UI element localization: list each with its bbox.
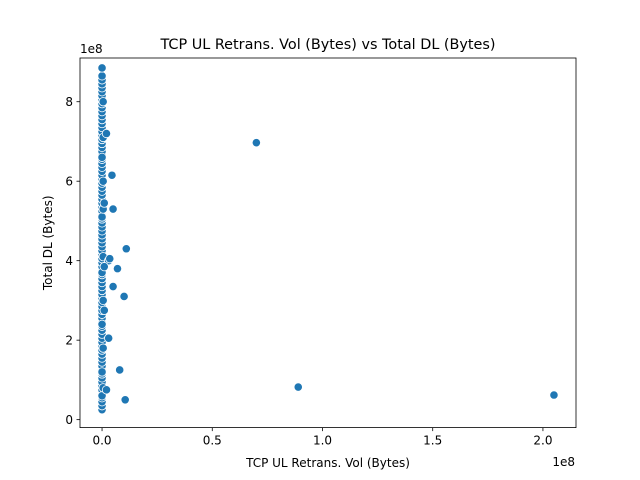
x-axis-offset-text: 1e8 [552, 455, 575, 469]
scatter-point [97, 212, 107, 222]
plot-area-frame [79, 57, 577, 429]
scatter-point [99, 262, 109, 272]
scatter-point [97, 152, 107, 162]
scatter-point [98, 343, 108, 353]
scatter-point [97, 71, 107, 81]
scatter-point [293, 382, 303, 392]
x-tick-label: 1.5 [423, 434, 442, 448]
x-tick-label: 0.5 [203, 434, 222, 448]
y-tick-label: 0 [65, 413, 73, 427]
scatter-point [104, 333, 114, 343]
y-tick-label: 4 [65, 254, 73, 268]
scatter-point [98, 295, 108, 306]
data-points [97, 63, 559, 415]
chart-title: TCP UL Retrans. Vol (Bytes) vs Total DL … [159, 37, 495, 53]
scatter-point [98, 176, 108, 186]
y-axis-label: Total DL (Bytes) [41, 195, 55, 291]
scatter-point [115, 365, 125, 375]
scatter-point [119, 291, 129, 302]
y-axis-ticks: 0 2 4 6 8 [65, 95, 80, 427]
scatter-point [101, 385, 112, 395]
x-tick-label: 1.0 [313, 434, 332, 448]
scatter-point [108, 281, 118, 292]
x-tick-label: 2.0 [533, 434, 552, 448]
scatter-point [99, 198, 109, 208]
y-tick-label: 2 [65, 333, 73, 347]
y-axis-offset-text: 1e8 [80, 42, 103, 56]
scatter-point [251, 138, 261, 148]
scatter-point [97, 319, 107, 329]
x-tick-label: 0.0 [92, 434, 111, 448]
x-axis-label: TCP UL Retrans. Vol (Bytes) [245, 456, 410, 470]
scatter-point [101, 128, 112, 139]
scatter-point [107, 170, 117, 180]
y-tick-label: 8 [65, 95, 73, 109]
scatter-point [549, 390, 559, 400]
scatter-point [98, 97, 108, 107]
scatter-point [97, 367, 107, 377]
scatter-point [121, 244, 131, 254]
scatter-point [105, 254, 115, 264]
scatter-point [97, 63, 107, 73]
scatter-point [120, 395, 130, 405]
scatter-point [99, 305, 109, 315]
x-axis-ticks: 0.0 0.5 1.0 1.5 2.0 [92, 427, 552, 448]
y-tick-label: 6 [65, 175, 73, 189]
scatter-point [108, 204, 118, 214]
scatter-point [112, 264, 123, 274]
